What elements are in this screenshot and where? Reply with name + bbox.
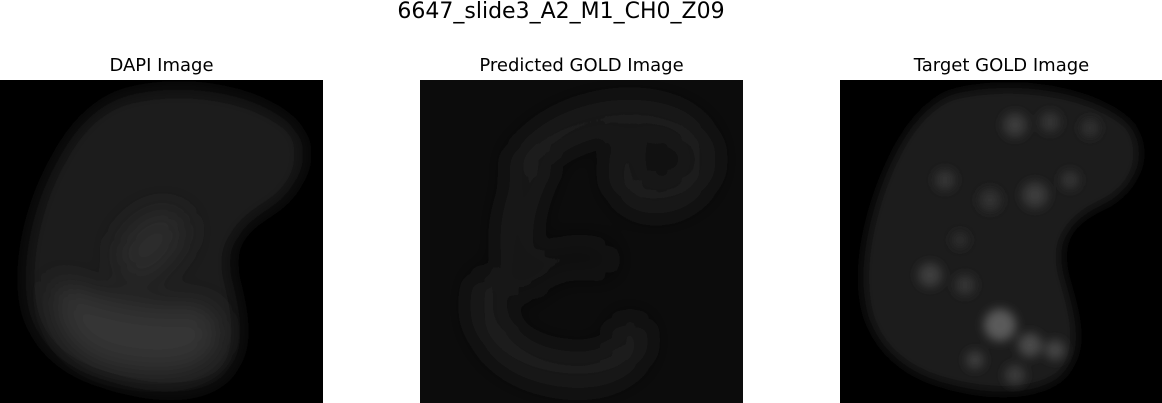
dapi-panel-title: DAPI Image [109,55,214,76]
predicted-panel-title: Predicted GOLD Image [479,55,684,76]
figure-title: 6647_slide3_A2_M1_CH0_Z09 [397,0,725,24]
predicted-gold-image [420,80,743,403]
target-gold-image [840,80,1162,403]
target-panel-title: Target GOLD Image [913,55,1090,76]
dapi-image [0,80,323,403]
